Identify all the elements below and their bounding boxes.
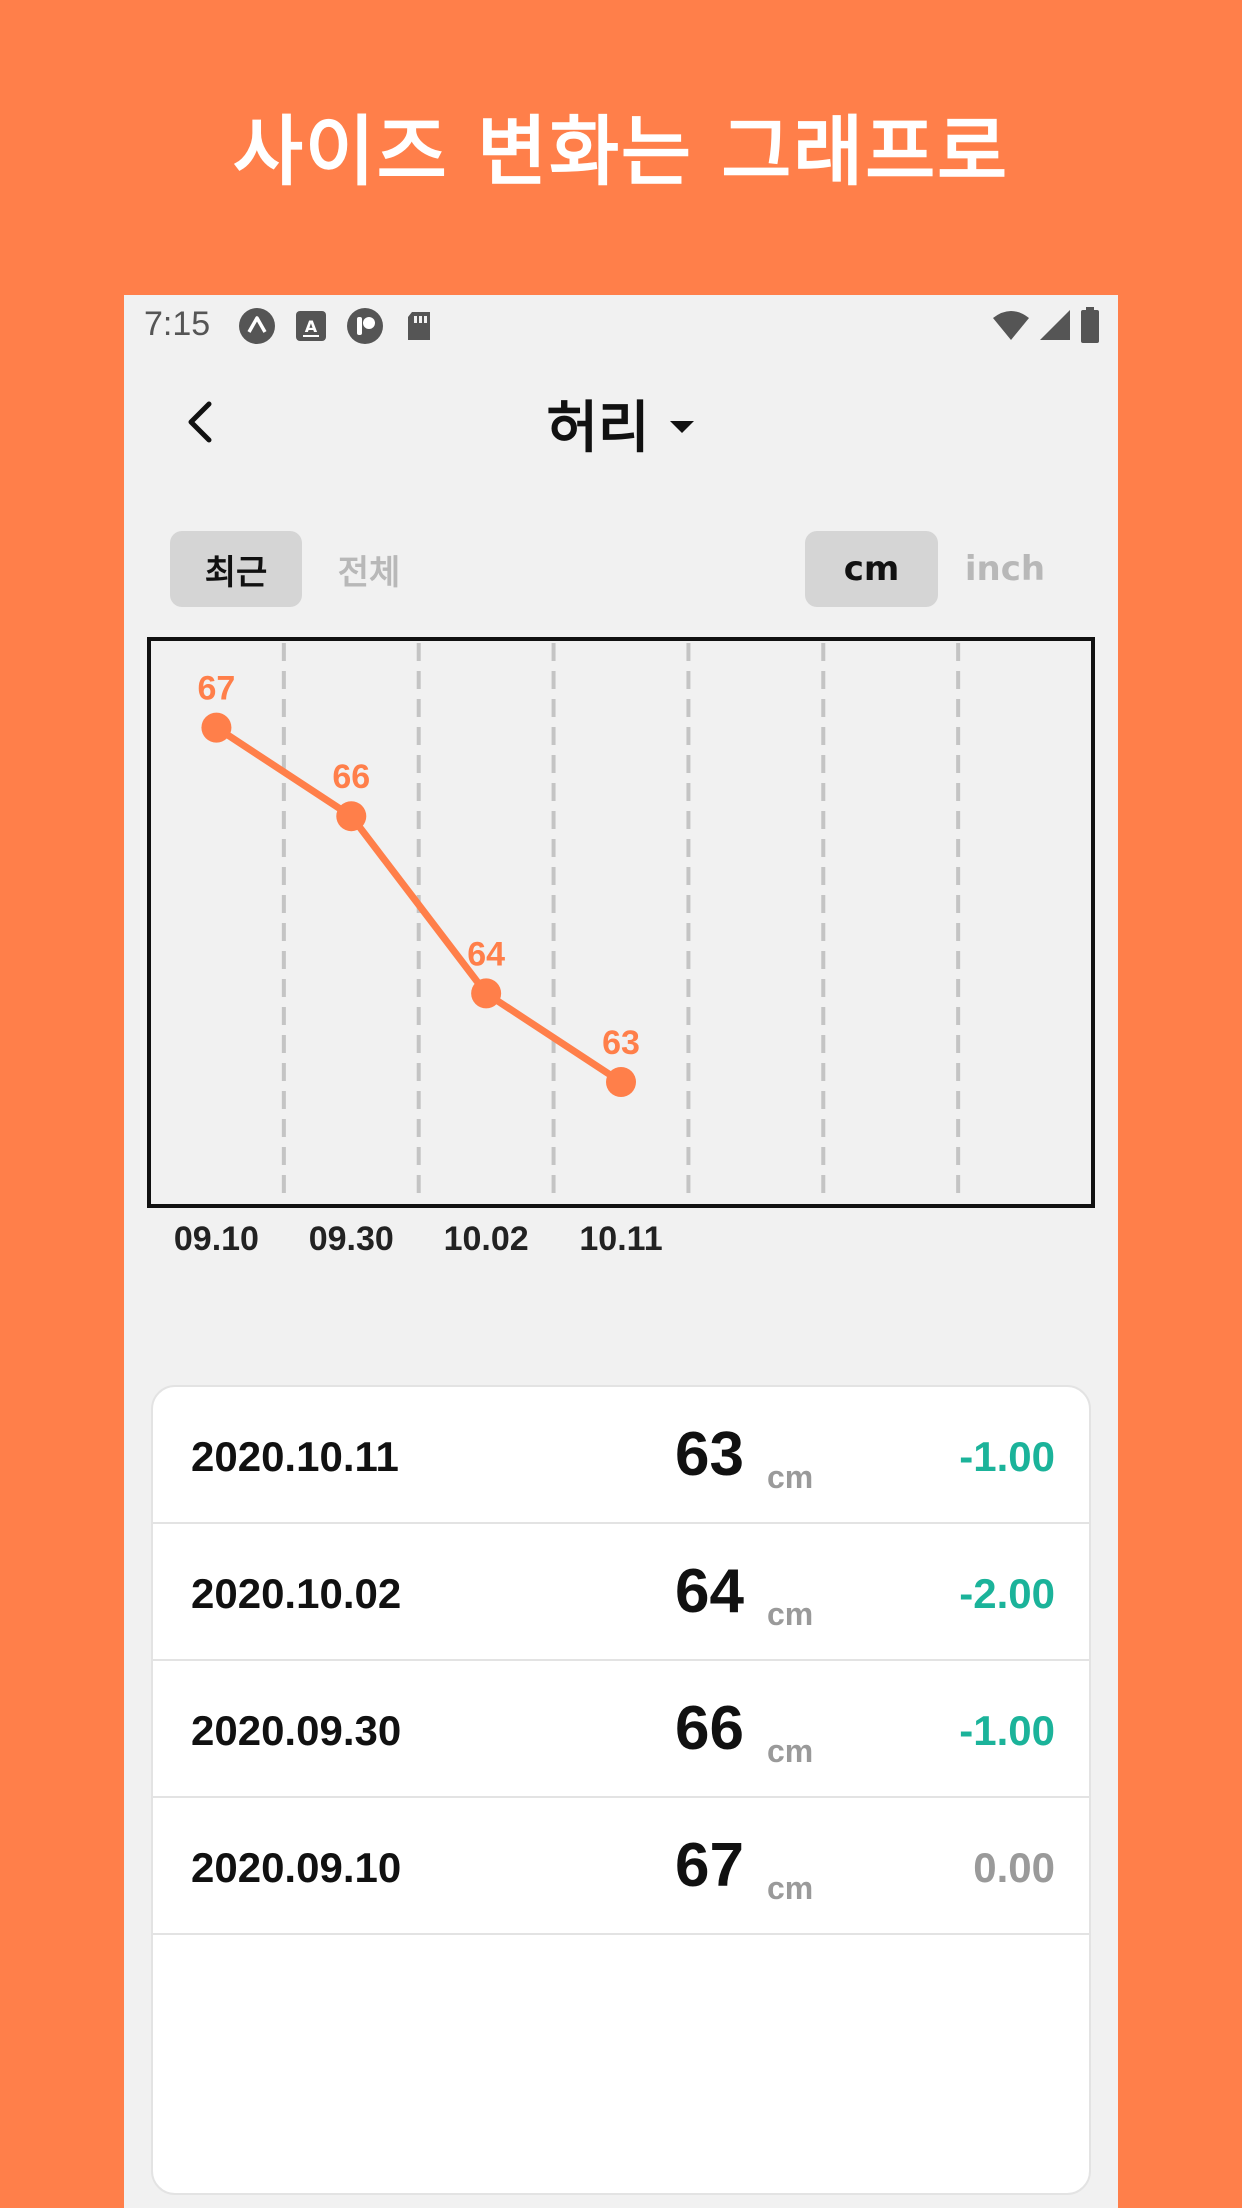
promo-title: 사이즈 변화는 그래프로 — [232, 107, 1010, 196]
x-tick-label: 10.02 — [444, 1220, 529, 1258]
x-tick-label: 09.10 — [174, 1220, 259, 1258]
line-chart: 67 66 64 63 09.10 09.30 10.02 10.11 — [147, 637, 1095, 1258]
record-row[interactable]: 2020.09.10 67 cm 0.00 — [153, 1798, 1089, 1935]
chevron-left-icon — [188, 401, 212, 443]
wifi-icon — [993, 311, 1029, 340]
unit-inch[interactable]: inch — [964, 549, 1046, 589]
data-label: 63 — [602, 1024, 640, 1062]
record-value: 63 — [675, 1420, 744, 1489]
status-time: 7:15 — [144, 305, 211, 343]
battery-icon — [1081, 307, 1099, 343]
app-bar: 허리 — [124, 357, 1118, 487]
svg-text:A: A — [305, 317, 318, 336]
data-point — [606, 1066, 636, 1097]
chart-frame — [147, 637, 1095, 1208]
data-label: 64 — [467, 935, 505, 973]
app-notification-icon — [239, 308, 275, 344]
records-list: 2020.10.11 63 cm -1.00 2020.10.02 64 cm -2.00 20… — [151, 1385, 1091, 2195]
record-unit: cm — [767, 1870, 814, 1906]
record-row[interactable]: 2020.10.11 63 cm -1.00 — [153, 1387, 1089, 1524]
x-tick-label: 10.11 — [579, 1220, 662, 1258]
font-notification-icon: A — [296, 311, 326, 341]
record-change: -2.00 — [959, 1570, 1055, 1617]
tab-all[interactable]: 전체 — [337, 552, 401, 593]
record-unit: cm — [767, 1733, 814, 1769]
record-row[interactable]: 2020.09.30 66 cm -1.00 — [153, 1661, 1089, 1798]
back-button[interactable] — [164, 387, 234, 457]
record-date: 2020.09.10 — [191, 1844, 402, 1891]
record-change: -1.00 — [959, 1707, 1055, 1754]
data-point — [471, 978, 502, 1009]
record-date: 2020.10.02 — [191, 1570, 402, 1617]
series-line — [214, 724, 623, 1085]
data-point — [201, 712, 232, 743]
sd-card-icon — [408, 312, 430, 340]
x-tick-label: 09.30 — [309, 1220, 394, 1258]
record-row[interactable]: 2020.10.02 64 cm -2.00 — [153, 1524, 1089, 1661]
record-date: 2020.10.11 — [191, 1433, 399, 1480]
record-value: 67 — [675, 1831, 744, 1900]
record-unit: cm — [767, 1596, 814, 1632]
page-title: 허리 — [546, 396, 650, 461]
record-value: 66 — [675, 1694, 744, 1763]
record-change: 0.00 — [973, 1844, 1055, 1891]
data-label: 66 — [332, 758, 370, 796]
record-change: -1.00 — [959, 1433, 1055, 1480]
status-bar: 7:15 A — [124, 295, 1118, 357]
tab-recent[interactable]: 최근 — [170, 531, 302, 607]
title-dropdown[interactable]: 허리 — [124, 383, 1118, 464]
data-label: 67 — [198, 670, 236, 708]
record-unit: cm — [767, 1459, 814, 1495]
unit-cm[interactable]: cm — [805, 531, 938, 607]
cell-signal-icon — [1040, 310, 1070, 340]
record-value: 64 — [675, 1557, 744, 1626]
data-point — [336, 801, 367, 832]
record-date: 2020.09.30 — [191, 1707, 402, 1754]
phone-screen: 7:15 A — [124, 295, 1118, 2208]
caret-down-icon — [669, 420, 694, 433]
toggle-notification-icon — [347, 308, 383, 344]
